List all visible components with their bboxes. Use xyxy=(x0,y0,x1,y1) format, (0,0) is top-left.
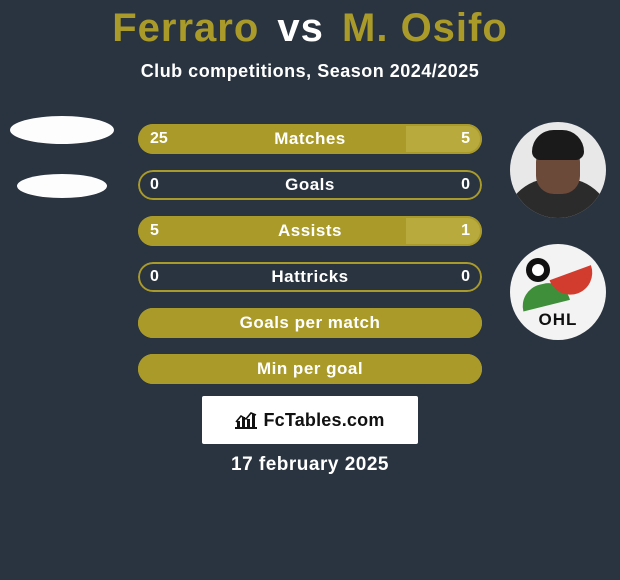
credit-text: FcTables.com xyxy=(263,410,384,431)
left-player-name: Ferraro xyxy=(112,6,259,51)
stat-row: 5 1 Assists xyxy=(138,216,482,246)
stat-left-value: 0 xyxy=(150,268,159,286)
stat-left-value: 0 xyxy=(150,176,159,194)
stat-row: 0 0 Goals xyxy=(138,170,482,200)
stat-label: Goals xyxy=(285,175,335,195)
chart-icon xyxy=(235,411,257,429)
club-abbr: OHL xyxy=(510,310,606,330)
right-player-name: M. Osifo xyxy=(342,6,508,51)
bar-fill-left xyxy=(138,216,406,246)
stat-right-value: 0 xyxy=(461,268,470,286)
stat-left-value: 5 xyxy=(150,222,159,240)
stat-row: 25 5 Matches xyxy=(138,124,482,154)
comparison-bars: 25 5 Matches 0 0 Goals 5 1 Assists 0 0 Hattricks Goa… xyxy=(138,124,482,400)
stat-left-value: 25 xyxy=(150,130,168,148)
stat-label: Hattricks xyxy=(271,267,348,287)
bar-fill-left xyxy=(138,124,406,154)
stat-row: Goals per match xyxy=(138,308,482,338)
left-club-avatar-placeholder xyxy=(17,174,107,198)
stat-label: Min per goal xyxy=(257,359,363,379)
update-date: 17 february 2025 xyxy=(0,454,620,476)
stat-row: Min per goal xyxy=(138,354,482,384)
stat-right-value: 1 xyxy=(461,222,470,240)
avatar-hair xyxy=(532,130,584,160)
subtitle: Club competitions, Season 2024/2025 xyxy=(0,61,620,82)
stat-label: Matches xyxy=(274,129,346,149)
stat-row: 0 0 Hattricks xyxy=(138,262,482,292)
bar-fill-right xyxy=(406,216,482,246)
vs-text: vs xyxy=(277,6,324,50)
stat-right-value: 0 xyxy=(461,176,470,194)
stat-label: Assists xyxy=(278,221,342,241)
bar-fill-right xyxy=(406,124,482,154)
left-player-avatar-placeholder xyxy=(10,116,114,144)
right-club-logo: OHL xyxy=(510,244,606,340)
right-player-avatar xyxy=(510,122,606,218)
stat-right-value: 5 xyxy=(461,130,470,148)
club-ball-icon xyxy=(526,258,550,282)
left-avatar-column xyxy=(8,116,116,228)
right-avatar-column: OHL xyxy=(504,122,612,340)
page-title: Ferraro vs M. Osifo xyxy=(0,0,620,51)
source-credit: FcTables.com xyxy=(202,396,418,444)
stat-label: Goals per match xyxy=(240,313,381,333)
